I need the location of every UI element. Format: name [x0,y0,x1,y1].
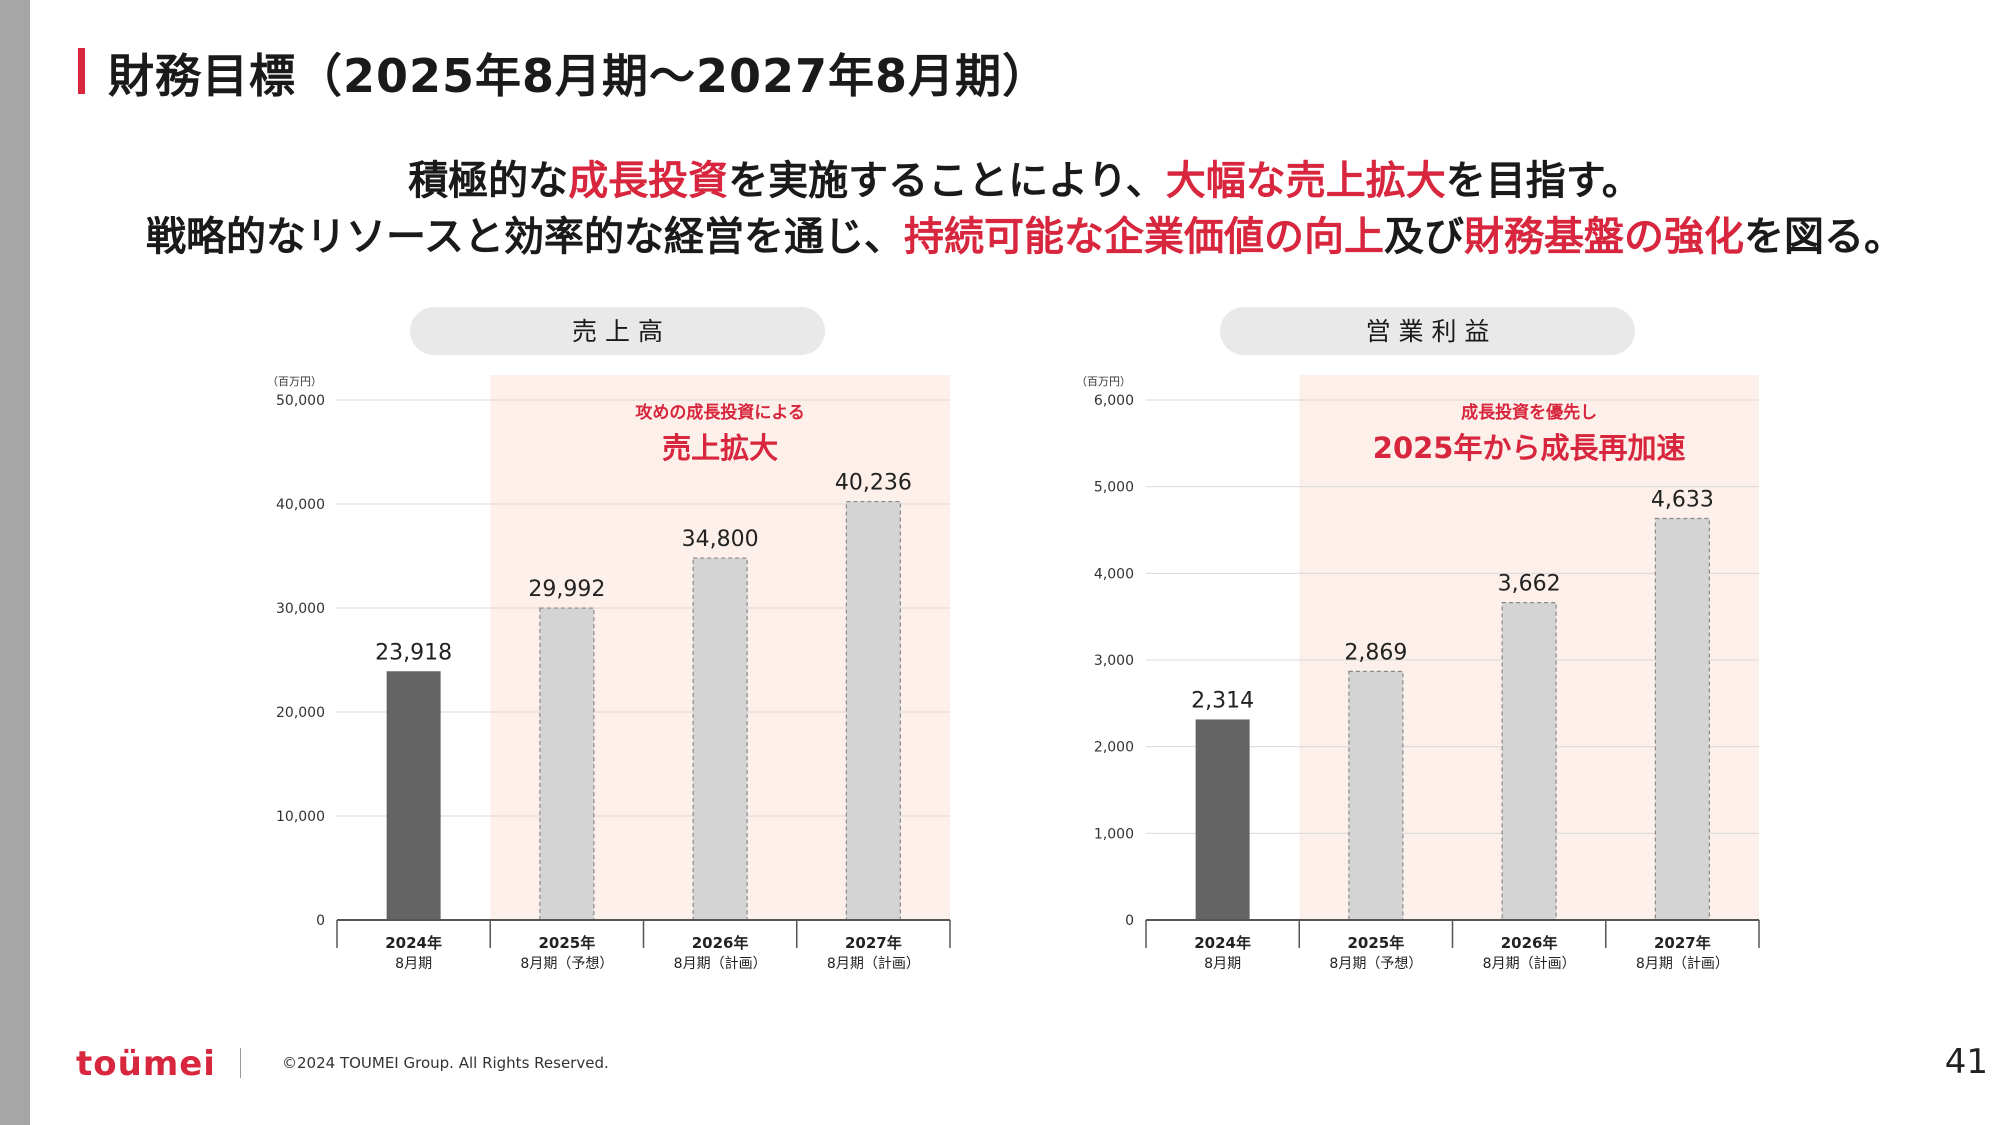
x-tick-label-year: 2025年 [539,934,596,952]
x-tick-label-period: 8月期 [1204,956,1241,972]
bar-forecast [692,557,748,921]
bar-actual [1195,719,1250,920]
bar-forecast [845,500,901,921]
y-tick-label: 40,000 [276,497,325,513]
tagline-highlight: 持続可能な企業価値の向上 [904,214,1384,260]
x-tick-label-year: 2025年 [1348,934,1405,952]
left-rail [0,0,30,1125]
tagline-text: 戦略的なリソースと効率的な経営を通じ、 [146,214,904,260]
x-tick-label-year: 2024年 [385,934,442,952]
y-tick-label: 3,000 [1094,653,1134,669]
unit-label: （百万円） [267,375,322,388]
tagline-highlight: 成長投資 [568,158,729,204]
unit-label: （百万円） [1076,375,1131,388]
page-number: 41 [1944,1042,1988,1082]
y-tick-label: 5,000 [1094,480,1134,496]
x-tick-label-period: 8月期（計画） [1636,956,1729,972]
x-tick-label-period: 8月期（予想） [1329,956,1422,972]
x-tick-label-period: 8月期（予想） [520,956,613,972]
bar-value-label: 2,869 [1344,640,1407,665]
bar-actual [386,671,441,920]
footer-divider [240,1048,241,1078]
annotation-large: 2025年から成長再加速 [1373,431,1686,465]
tagline-line-1: 積極的な成長投資を実施することにより、大幅な売上拡大を目指す。 [100,148,1950,206]
tagline-highlight: 財務基盤の強化 [1464,214,1744,260]
tagline-line-2: 戦略的なリソースと効率的な経営を通じ、持続可能な企業価値の向上及び財務基盤の強化… [100,204,1950,262]
x-tick-label-year: 2026年 [1501,934,1558,952]
bar-value-label: 2,314 [1191,688,1254,713]
bar-value-label: 40,236 [835,471,912,496]
chart-title-pill [1220,307,1635,355]
tagline-text: を図る。 [1744,214,1904,260]
tagline-text: を目指す。 [1445,158,1642,204]
x-tick-label-period: 8月期（計画） [827,956,920,972]
x-tick-label-year: 2024年 [1194,934,1251,952]
y-tick-label: 30,000 [276,601,325,617]
title-accent-bar [78,48,85,94]
copyright-text: ©2024 TOUMEI Group. All Rights Reserved. [282,1054,609,1072]
chart-title: 営 業 利 益 [1366,317,1490,346]
y-tick-label: 20,000 [276,705,325,721]
x-tick-label-year: 2027年 [1654,934,1711,952]
page-title: 財務目標（2025年8月期〜2027年8月期） [108,49,1050,103]
toumei-logo: toümei [76,1044,216,1084]
bar-forecast [1501,602,1557,921]
y-tick-label: 6,000 [1094,393,1134,409]
chart-title: 売 上 高 [572,317,663,346]
tagline-highlight: 大幅な売上拡大 [1165,158,1446,204]
tagline-text: を実施することにより、 [728,158,1166,204]
annotation-small: 成長投資を優先し [1461,402,1597,423]
x-tick-label-period: 8月期 [395,956,432,972]
bar-value-label: 34,800 [682,527,759,552]
bar-value-label: 23,918 [375,640,452,665]
y-tick-label: 0 [1125,913,1134,929]
bar-forecast [539,607,595,921]
x-tick-label-year: 2027年 [845,934,902,952]
y-tick-label: 10,000 [276,809,325,825]
bar-value-label: 3,662 [1498,572,1561,597]
y-tick-label: 0 [316,913,325,929]
x-tick-label-period: 8月期（計画） [674,956,767,972]
annotation-large: 売上拡大 [662,431,778,465]
bar-value-label: 4,633 [1651,487,1714,512]
annotation-small: 攻めの成長投資による [635,402,805,423]
y-tick-label: 1,000 [1094,826,1134,842]
x-tick-label-period: 8月期（計画） [1483,956,1576,972]
y-tick-label: 50,000 [276,393,325,409]
tagline-text: 積極的な [408,158,569,204]
tagline-text: 及び [1384,214,1464,260]
chart-title-pill [410,307,825,355]
bar-forecast [1348,670,1404,921]
x-tick-label-year: 2026年 [692,934,749,952]
y-tick-label: 2,000 [1094,740,1134,756]
y-tick-label: 4,000 [1094,566,1134,582]
bar-value-label: 29,992 [528,577,605,602]
bar-forecast [1654,517,1710,921]
